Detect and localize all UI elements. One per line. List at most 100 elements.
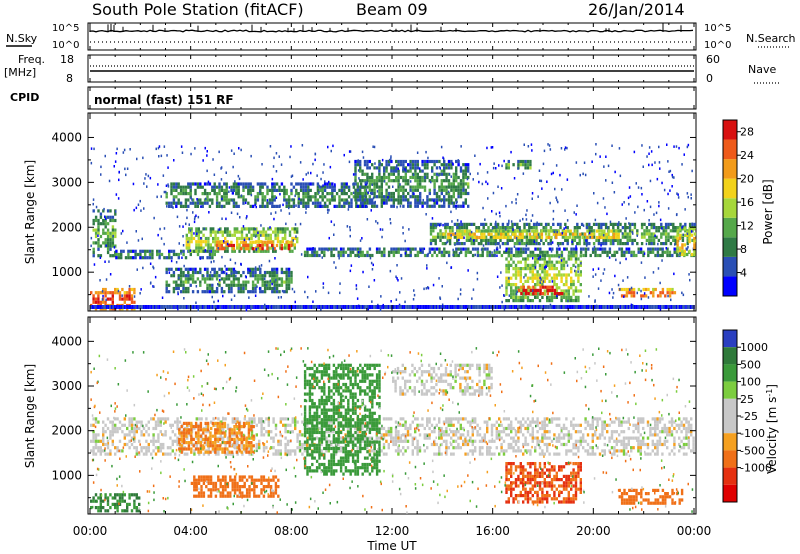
power-cell [361,150,364,154]
power-cell [366,198,369,202]
power-cell [244,240,247,244]
power-cell [464,169,467,173]
power-cell [165,195,168,199]
power-cell [235,283,238,287]
power-cell [214,249,217,253]
power-cell [661,227,663,230]
power-cell [291,198,294,201]
power-cell [306,253,309,258]
power-cell [156,195,158,199]
power-cell [215,185,219,189]
power-cell [191,277,195,281]
power-cell [657,229,661,233]
power-cell [505,276,508,280]
power-cell [516,222,519,226]
velocity-cell [291,430,294,434]
power-cell [208,305,210,309]
power-cell [120,232,123,235]
velocity-cell [286,430,290,434]
power-cell [419,169,422,173]
power-cell [452,163,454,166]
power-cell [640,186,643,190]
power-cell [466,177,469,181]
power-cell [439,222,442,226]
power-cell [109,254,112,258]
velocity-cell [296,446,299,450]
power-cell [378,247,381,251]
power-cell [318,184,320,188]
power-cell [445,250,448,254]
velocity-cell [118,426,122,431]
power-cell [576,222,579,226]
power-cell [203,201,207,205]
power-cell [414,163,417,167]
power-cell [254,198,257,202]
velocity-cell [178,442,182,447]
power-cell [517,267,520,271]
power-cell [570,286,573,290]
power-cell [221,305,223,309]
power-cell [439,238,442,242]
power-cell [237,290,240,294]
power-cell [429,238,433,242]
power-cell [122,305,124,309]
power-cell [505,286,508,290]
power-cell [511,229,515,233]
power-cell [652,222,656,226]
power-cell [519,299,522,303]
power-cell [97,238,100,242]
power-cell [555,250,559,254]
power-cell [686,252,689,257]
power-cell [243,227,246,231]
power-cell [691,229,694,233]
power-cell [693,222,697,226]
power-cell [565,273,568,277]
velocity-cell [154,452,158,456]
power-cell [419,305,422,309]
power-cell [658,204,660,208]
freq-tick-top: 18 [60,53,74,66]
velocity-cell [152,433,155,437]
power-cell [209,227,212,231]
power-cell [471,232,474,236]
power-cell [366,175,369,180]
power-cell [431,204,434,208]
power-cell [218,228,221,231]
power-cell [236,246,239,250]
power-cell [182,305,185,309]
power-cell [243,246,246,250]
power-cell [112,305,114,309]
power-cell [465,222,469,226]
power-cell [354,179,357,183]
power-cell [361,179,364,183]
velocity-cell [260,420,263,424]
power-cell [442,232,445,236]
power-cell [206,192,209,196]
power-cell [555,305,558,309]
power-cell [256,280,260,284]
power-cell [322,184,324,187]
power-cell [275,270,279,275]
power-cell [428,179,431,183]
power-cell [642,287,645,292]
power-cell [662,229,665,233]
power-cell [484,242,488,246]
power-cell [661,291,665,295]
power-cell [288,206,290,210]
power-cell [421,305,423,309]
power-cell [498,305,500,309]
power-cell [419,191,422,196]
power-cell [654,247,657,251]
power-cell [99,291,102,295]
power-cell [440,182,443,186]
power-cell [227,305,230,309]
velocity-cell [210,420,213,424]
power-cell [438,277,440,280]
power-cell [267,249,270,253]
power-cell [601,250,604,254]
power-cell [496,242,500,246]
power-cell [445,172,448,176]
power-cell [399,247,403,251]
power-cell [108,260,110,263]
power-cell [366,218,369,221]
